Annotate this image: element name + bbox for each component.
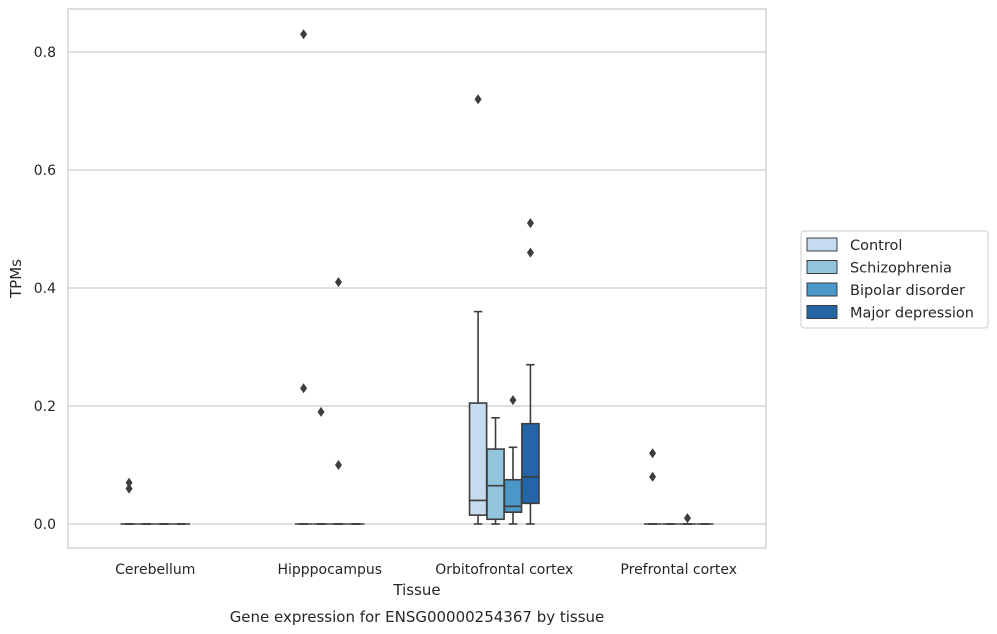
- legend-frame: [800, 230, 989, 329]
- legend-label: Schizophrenia: [850, 261, 952, 277]
- box-bipolar-disorder: [678, 513, 697, 525]
- outlier-point: [474, 94, 482, 105]
- box-bipolar-disorder: [329, 277, 348, 525]
- legend-swatch: [806, 260, 838, 274]
- boxes: [120, 29, 714, 525]
- box-bipolar-disorder: [503, 395, 523, 525]
- x-tick-label: Prefrontal cortex: [620, 562, 737, 578]
- box-body: [521, 422, 540, 505]
- outlier-point: [334, 277, 342, 288]
- outlier-point: [125, 477, 133, 488]
- legend-label: Bipolar disorder: [850, 283, 965, 299]
- y-tick-label: 0.6: [34, 163, 56, 179]
- outlier-point: [300, 29, 308, 40]
- y-tick-label: 0.2: [34, 399, 56, 415]
- outlier-point: [526, 247, 534, 258]
- plot-frame: [67, 8, 767, 549]
- box-body: [468, 402, 488, 516]
- outlier-point: [334, 460, 342, 470]
- box-schizophrenia: [486, 416, 505, 525]
- outlier-point: [649, 448, 657, 459]
- legend-swatch: [806, 282, 838, 297]
- box-control: [120, 477, 138, 525]
- x-tick-label: Orbitofrontal cortex: [435, 562, 573, 578]
- legend-swatch: [806, 237, 838, 252]
- outlier-point: [683, 513, 691, 524]
- outlier-point: [526, 218, 534, 229]
- legend-label: Control: [850, 238, 902, 254]
- box-body: [486, 448, 505, 521]
- box-control: [468, 94, 488, 525]
- box-control: [644, 448, 662, 525]
- y-axis-label: TPMs: [7, 259, 25, 299]
- x-tick-label: Hipppocampus: [277, 562, 382, 578]
- x-axis-label: Tissue: [392, 581, 440, 599]
- box-body: [503, 478, 523, 514]
- outlier-point: [125, 483, 133, 494]
- gridlines: [68, 51, 766, 525]
- box-major-depression: [521, 218, 540, 525]
- x-tick-label: Cerebellum: [115, 562, 195, 578]
- outlier-point: [509, 395, 517, 406]
- outlier-point: [317, 406, 325, 417]
- legend: Control Schizophrenia Bipolar disorder Majo…: [800, 230, 989, 329]
- outlier-point: [300, 383, 308, 394]
- y-tick-label: 0.0: [34, 517, 56, 533]
- legend-label: Major depression: [850, 306, 974, 322]
- box-schizophrenia: [312, 406, 330, 525]
- box-control: [295, 29, 313, 525]
- outlier-point: [649, 471, 657, 482]
- chart-caption: Gene expression for ENSG00000254367 by t…: [230, 608, 605, 626]
- y-tick-label: 0.8: [34, 45, 56, 61]
- y-tick-labels: 0.0 0.2 0.4 0.6 0.8: [34, 45, 56, 533]
- x-tick-labels: Cerebellum Hipppocampus Orbitofrontal cort…: [115, 562, 737, 578]
- y-tick-label: 0.4: [34, 281, 56, 297]
- legend-swatch: [806, 305, 838, 319]
